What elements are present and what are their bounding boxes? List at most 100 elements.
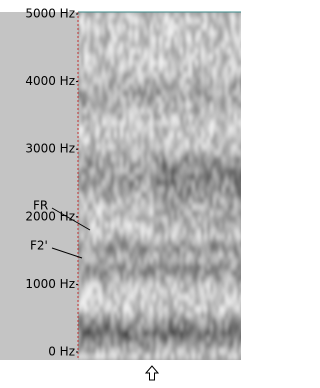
texture-cell <box>159 282 162 288</box>
texture-cell <box>144 258 147 264</box>
texture-cell <box>207 216 210 222</box>
texture-cell <box>183 288 186 294</box>
texture-cell <box>156 150 159 156</box>
texture-cell <box>234 162 237 168</box>
y-tick-label: 0 Hz <box>48 345 75 359</box>
texture-cell <box>237 276 240 282</box>
texture-cell <box>174 132 177 138</box>
texture-cell <box>210 336 213 342</box>
texture-cell <box>117 294 120 300</box>
texture-cell <box>105 12 108 18</box>
texture-cell <box>150 30 153 36</box>
texture-cell <box>207 168 210 174</box>
texture-cell <box>213 330 216 336</box>
texture-cell <box>96 96 99 102</box>
texture-cell <box>102 252 105 258</box>
texture-cell <box>168 168 171 174</box>
texture-cell <box>108 198 111 204</box>
texture-cell <box>132 126 135 132</box>
texture-cell <box>105 318 108 324</box>
texture-cell <box>111 234 114 240</box>
texture-cell <box>114 318 117 324</box>
texture-cell <box>171 216 174 222</box>
texture-cell <box>144 144 147 150</box>
texture-cell <box>225 204 228 210</box>
texture-cell <box>96 48 99 54</box>
texture-cell <box>183 24 186 30</box>
position-arrow[interactable] <box>146 366 158 380</box>
texture-cell <box>81 330 84 336</box>
texture-cell <box>207 18 210 24</box>
texture-cell <box>186 144 189 150</box>
texture-cell <box>135 324 138 330</box>
texture-cell <box>105 138 108 144</box>
texture-cell <box>126 324 129 330</box>
texture-cell <box>198 144 201 150</box>
texture-cell <box>201 42 204 48</box>
texture-cell <box>123 90 126 96</box>
texture-cell <box>156 306 159 312</box>
texture-cell <box>120 198 123 204</box>
texture-cell <box>114 84 117 90</box>
texture-cell <box>234 42 237 48</box>
texture-cell <box>132 240 135 246</box>
texture-cell <box>90 114 93 120</box>
texture-cell <box>102 78 105 84</box>
texture-cell <box>165 348 168 354</box>
texture-cell <box>132 354 135 360</box>
texture-cell <box>168 258 171 264</box>
texture-cell <box>93 306 96 312</box>
texture-cell <box>240 240 241 246</box>
texture-cell <box>228 258 231 264</box>
texture-cell <box>192 168 195 174</box>
texture-cell <box>111 114 114 120</box>
texture-cell <box>159 174 162 180</box>
texture-cell <box>180 54 183 60</box>
texture-cell <box>174 258 177 264</box>
texture-cell <box>228 288 231 294</box>
texture-cell <box>207 66 210 72</box>
texture-cell <box>177 186 180 192</box>
texture-cell <box>168 270 171 276</box>
texture-cell <box>129 216 132 222</box>
texture-cell <box>168 336 171 342</box>
texture-cell <box>180 354 183 360</box>
texture-cell <box>240 216 241 222</box>
texture-cell <box>210 162 213 168</box>
texture-cell <box>150 330 153 336</box>
texture-cell <box>195 264 198 270</box>
texture-cell <box>141 102 144 108</box>
texture-cell <box>234 36 237 42</box>
texture-cell <box>222 228 225 234</box>
texture-cell <box>195 114 198 120</box>
texture-cell <box>207 204 210 210</box>
texture-cell <box>126 264 129 270</box>
texture-cell <box>99 90 102 96</box>
texture-cell <box>162 30 165 36</box>
texture-cell <box>162 12 165 18</box>
texture-cell <box>135 348 138 354</box>
texture-cell <box>177 270 180 276</box>
texture-cell <box>99 192 102 198</box>
texture-cell <box>87 126 90 132</box>
texture-cell <box>189 246 192 252</box>
texture-cell <box>165 192 168 198</box>
texture-cell <box>189 186 192 192</box>
texture-cell <box>123 102 126 108</box>
texture-cell <box>210 180 213 186</box>
texture-cell <box>123 36 126 42</box>
texture-cell <box>216 312 219 318</box>
texture-cell <box>144 120 147 126</box>
texture-cell <box>114 354 117 360</box>
texture-cell <box>150 24 153 30</box>
texture-cell <box>81 102 84 108</box>
texture-cell <box>219 204 222 210</box>
texture-cell <box>87 108 90 114</box>
texture-cell <box>150 198 153 204</box>
texture-cell <box>189 270 192 276</box>
texture-cell <box>117 210 120 216</box>
texture-cell <box>171 324 174 330</box>
texture-cell <box>183 138 186 144</box>
texture-cell <box>81 90 84 96</box>
texture-cell <box>144 84 147 90</box>
